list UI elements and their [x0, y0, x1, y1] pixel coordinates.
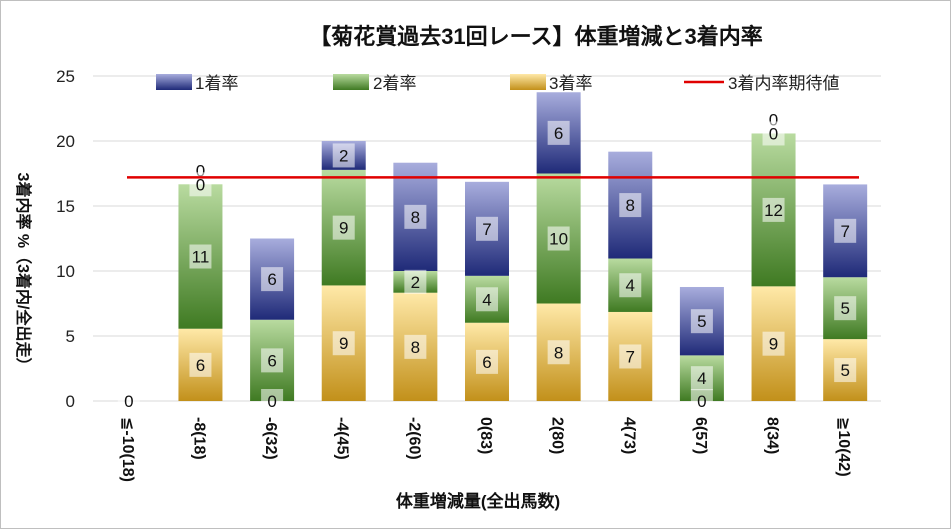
data-label-box	[189, 244, 212, 269]
legend-label: 2着率	[373, 74, 416, 93]
x-tick-label: -2(60)	[405, 417, 422, 460]
data-label-box	[476, 349, 498, 374]
x-axis-label: 体重増減量(全出馬数)	[396, 491, 560, 511]
data-label-box	[117, 389, 140, 413]
data-label-box	[619, 193, 642, 218]
data-label-box	[547, 226, 570, 251]
legend-label: 3着内率期待値	[728, 74, 839, 93]
data-label-box	[404, 334, 427, 359]
y-tick-label: 10	[56, 262, 75, 281]
x-tick-label: ≦-10(18)	[119, 417, 136, 482]
data-label: 8	[411, 208, 420, 227]
data-label-box	[834, 296, 857, 321]
data-label: 9	[769, 335, 778, 354]
data-label-box	[762, 121, 785, 146]
data-label-box	[189, 352, 212, 377]
x-tick-label: 2(80)	[549, 417, 566, 454]
data-label-box	[547, 120, 570, 145]
legend-swatch	[510, 74, 546, 90]
data-label: 12	[764, 201, 783, 220]
data-label: 4	[626, 276, 635, 295]
data-label: 8	[554, 343, 563, 362]
data-label: 11	[192, 248, 210, 267]
data-label: 6	[267, 270, 276, 289]
y-axis-label: 3着内率 %（3着内/全出走）	[14, 173, 33, 374]
data-label-box	[332, 331, 355, 356]
data-label-box	[690, 309, 713, 334]
y-tick-label: 25	[56, 67, 75, 86]
data-label: 6	[554, 124, 563, 143]
x-tick-label: -4(45)	[334, 417, 351, 460]
data-label-box	[619, 344, 642, 369]
data-label: 7	[482, 220, 491, 239]
data-label-box	[690, 366, 713, 391]
data-label-box	[762, 197, 785, 222]
data-label-box	[834, 358, 857, 383]
data-label-box	[261, 267, 284, 292]
x-tick-label: 6(57)	[692, 417, 709, 454]
data-label-box	[261, 348, 284, 373]
data-label: 4	[482, 290, 491, 309]
data-label: 9	[339, 219, 348, 238]
data-label-box	[404, 269, 427, 294]
data-label-box	[690, 389, 713, 413]
y-tick-label: 15	[56, 197, 75, 216]
data-label: 0	[769, 110, 778, 129]
x-axis-ticks: ≦-10(18) -8(18) -6(32) -4(45) -2(60) 0(83) 2(8…	[119, 417, 852, 482]
data-label: 7	[626, 347, 635, 366]
data-label-box	[332, 143, 355, 168]
data-label: 0	[769, 124, 778, 143]
legend-label: 3着率	[549, 74, 592, 93]
data-label: 0	[124, 392, 133, 411]
y-tick-label: 20	[56, 132, 75, 151]
legend: 1着率 2着率 3着率 3着内率期待値	[156, 74, 839, 93]
data-label: 2	[411, 273, 420, 292]
data-label-box	[762, 331, 785, 356]
data-label: 7	[840, 222, 849, 241]
data-label: 0	[267, 392, 276, 411]
x-tick-label: 0(83)	[477, 417, 494, 454]
y-tick-label: 0	[66, 392, 75, 411]
data-label: 6	[196, 356, 205, 375]
data-label-box	[834, 218, 857, 243]
x-tick-label: -6(32)	[262, 417, 279, 460]
data-label-box	[547, 340, 570, 365]
legend-swatch	[156, 74, 192, 90]
data-label: 0	[196, 175, 205, 194]
data-label-box	[261, 389, 284, 413]
data-label: 5	[840, 361, 849, 380]
data-label-box	[404, 204, 427, 229]
x-tick-label: ≧10(42)	[835, 417, 852, 477]
x-tick-label: -8(18)	[190, 417, 207, 460]
data-label-box	[332, 215, 355, 240]
y-axis-ticks: 0 5 10 15 20 25	[56, 67, 75, 411]
y-tick-label: 5	[66, 327, 75, 346]
data-label: 0	[697, 392, 706, 411]
x-tick-label: 8(34)	[764, 417, 781, 454]
data-label: 8	[626, 196, 635, 215]
data-label-box	[619, 273, 642, 298]
data-label: 8	[411, 338, 420, 357]
data-label: 4	[697, 369, 706, 388]
x-tick-label: 4(73)	[620, 417, 637, 454]
data-label: 5	[840, 299, 849, 318]
data-label: 6	[482, 353, 491, 372]
data-label-box	[476, 287, 498, 312]
legend-swatch	[333, 74, 369, 90]
data-label: 0	[196, 161, 205, 180]
data-label: 5	[697, 312, 706, 331]
data-label: 2	[339, 146, 348, 165]
data-label: 10	[549, 230, 568, 249]
legend-label: 1着率	[195, 74, 238, 93]
chart-title: 【菊花賞過去31回レース】体重増減と3着内率	[309, 24, 763, 49]
data-label: 9	[339, 334, 348, 353]
data-label: 6	[267, 351, 276, 370]
data-label-box	[476, 216, 498, 241]
